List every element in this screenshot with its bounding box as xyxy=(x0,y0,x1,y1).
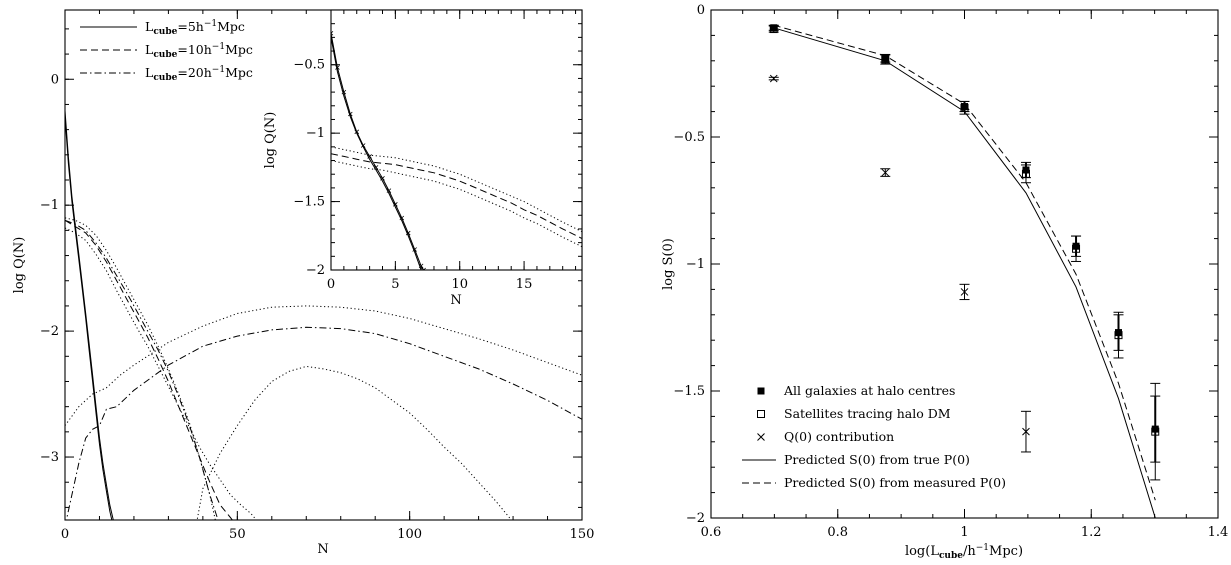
inset-y-axis-label: log Q(N) xyxy=(263,112,278,169)
inset-y-tick-label-2: −1.5 xyxy=(293,195,325,210)
right-point-2-1 xyxy=(881,168,890,177)
left-legend-label-1: Lcube=10h−1Mpc xyxy=(145,42,253,60)
inset-marker xyxy=(331,30,334,36)
right-axis-ticks: 0.6 0.8 1 1.2 1.4 0 −0.5 −1 −1.5 −2 xyxy=(673,3,1228,540)
right-y-tick-label-1: −0.5 xyxy=(673,130,705,145)
right-series-line-4 xyxy=(773,24,1156,501)
right-legend-label-0: All galaxies at halo centres xyxy=(783,383,955,398)
left-y-axis-label: log Q(N) xyxy=(12,237,27,294)
right-y-tick-label-3: −1.5 xyxy=(673,384,705,399)
right-point-1-6 xyxy=(1151,427,1160,436)
inset-marker xyxy=(412,247,417,252)
inset-y-tick-label-3: −2 xyxy=(306,263,325,278)
left-series-line-1 xyxy=(65,116,113,520)
right-y-tick-label-2: −1 xyxy=(686,257,705,272)
left-x-tick-label-2: 100 xyxy=(397,527,422,542)
right-legend: All galaxies at halo centres Satellites t… xyxy=(742,383,1006,490)
left-series-line-6 xyxy=(65,326,582,520)
inset-x-tick-label-1: 5 xyxy=(391,277,399,292)
inset-marker xyxy=(421,267,426,270)
inset-y-tick-label-1: −1 xyxy=(306,126,325,141)
inset-marker xyxy=(367,154,372,159)
left-legend-label-0: Lcube=5h−1Mpc xyxy=(145,19,245,37)
left-y-tick-label-3: −3 xyxy=(40,450,59,465)
inset-x-tick-label-2: 10 xyxy=(451,277,468,292)
inset-marker xyxy=(386,188,392,193)
right-series-group xyxy=(768,24,1161,518)
inset-marker xyxy=(418,263,424,269)
right-x-axis-label: log(Lcube/h−1Mpc) xyxy=(905,543,1023,561)
right-series-line-3 xyxy=(773,27,1156,518)
right-point-2-0 xyxy=(769,74,778,83)
left-series-line-0 xyxy=(65,110,114,520)
left-legend-label-2: Lcube=20h−1Mpc xyxy=(145,65,253,83)
right-x-tick-label-0: 0.6 xyxy=(701,525,722,540)
inset-plot-frame xyxy=(330,9,583,271)
right-x-tick-label-1: 0.8 xyxy=(827,525,848,540)
left-x-tick-label-1: 50 xyxy=(229,527,246,542)
inset-series-line-1 xyxy=(331,37,422,270)
inset-x-axis-label: N xyxy=(450,293,461,308)
left-series-line-8 xyxy=(196,365,512,520)
inset-axis-ticks: 0 5 10 15 −0.5 −1 −1.5 −2 xyxy=(293,9,582,292)
inset-marker xyxy=(348,111,353,117)
right-legend-label-1: Satellites tracing halo DM xyxy=(784,406,951,421)
right-legend-label-2: Q(0) contribution xyxy=(784,429,894,444)
right-x-label-sub: cube xyxy=(939,551,963,561)
right-point-2-2 xyxy=(960,288,969,296)
inset-marker xyxy=(399,215,405,221)
right-panel: 0.6 0.8 1 1.2 1.40−0.5−1−1.5−2 log(Lcube/h−1… xyxy=(661,3,1228,561)
left-x-tick-label-3: 150 xyxy=(570,527,595,542)
right-x-label-mid: /h xyxy=(963,544,976,559)
right-x-tick-label-4: 1.4 xyxy=(1208,525,1229,540)
right-x-tick-label-2: 1 xyxy=(960,525,968,540)
right-legend-marker-1 xyxy=(757,410,765,418)
right-point-1-4 xyxy=(1072,244,1081,253)
left-x-tick-label-0: 0 xyxy=(61,527,69,542)
right-point-1-5 xyxy=(1114,331,1123,340)
left-series-group xyxy=(65,110,582,520)
right-x-label-tail: Mpc) xyxy=(989,544,1023,559)
right-x-tick-label-3: 1.2 xyxy=(1081,525,1102,540)
right-legend-label-3: Predicted S(0) from true P(0) xyxy=(784,452,970,467)
left-y-tick-label-2: −2 xyxy=(40,324,59,339)
right-y-axis-label: log S(0) xyxy=(661,238,676,290)
right-point-1-3 xyxy=(1021,169,1030,178)
inset-marker xyxy=(354,129,360,135)
inset-series-line-0 xyxy=(331,33,425,270)
left-y-tick-label-0: 0 xyxy=(51,72,59,87)
right-x-label-sup: −1 xyxy=(976,543,989,553)
inset-y-tick-label-0: −0.5 xyxy=(293,58,325,73)
inset-series-line-2 xyxy=(331,146,582,233)
right-x-label-pre: log(L xyxy=(905,544,939,559)
right-legend-marker-2 xyxy=(757,433,765,441)
inset-panel: 0 5 10 15 −0.5 −1 −1.5 −2 N log Q(N) xyxy=(263,9,583,308)
right-legend-label-4: Predicted S(0) from measured P(0) xyxy=(784,475,1006,490)
left-series-line-4 xyxy=(65,227,257,520)
inset-marker xyxy=(405,230,411,236)
inset-series-group xyxy=(331,30,582,270)
left-x-axis-label: N xyxy=(317,542,328,557)
left-y-tick-label-1: −1 xyxy=(40,198,59,213)
inset-marker xyxy=(360,143,366,148)
inset-marker xyxy=(341,89,347,95)
inset-x-tick-label-3: 15 xyxy=(516,277,533,292)
left-legend: Lcube=5h−1Mpc Lcube=10h−1Mpc Lcube=20h−1Mp… xyxy=(80,19,253,83)
left-series-line-2 xyxy=(65,219,233,520)
inset-marker xyxy=(335,65,340,70)
right-legend-marker-0 xyxy=(757,387,765,395)
right-y-tick-label-0: 0 xyxy=(697,3,705,18)
inset-marker xyxy=(380,176,385,181)
left-series-line-5 xyxy=(65,219,219,520)
right-point-2-3 xyxy=(1022,427,1030,436)
left-series-line-7 xyxy=(65,305,582,426)
inset-x-tick-label-0: 0 xyxy=(327,277,335,292)
right-y-tick-label-4: −2 xyxy=(686,511,705,526)
inset-series-line-3 xyxy=(331,153,582,239)
inset-marker xyxy=(393,202,398,207)
left-series-line-3 xyxy=(65,217,216,520)
inset-marker xyxy=(373,165,379,170)
